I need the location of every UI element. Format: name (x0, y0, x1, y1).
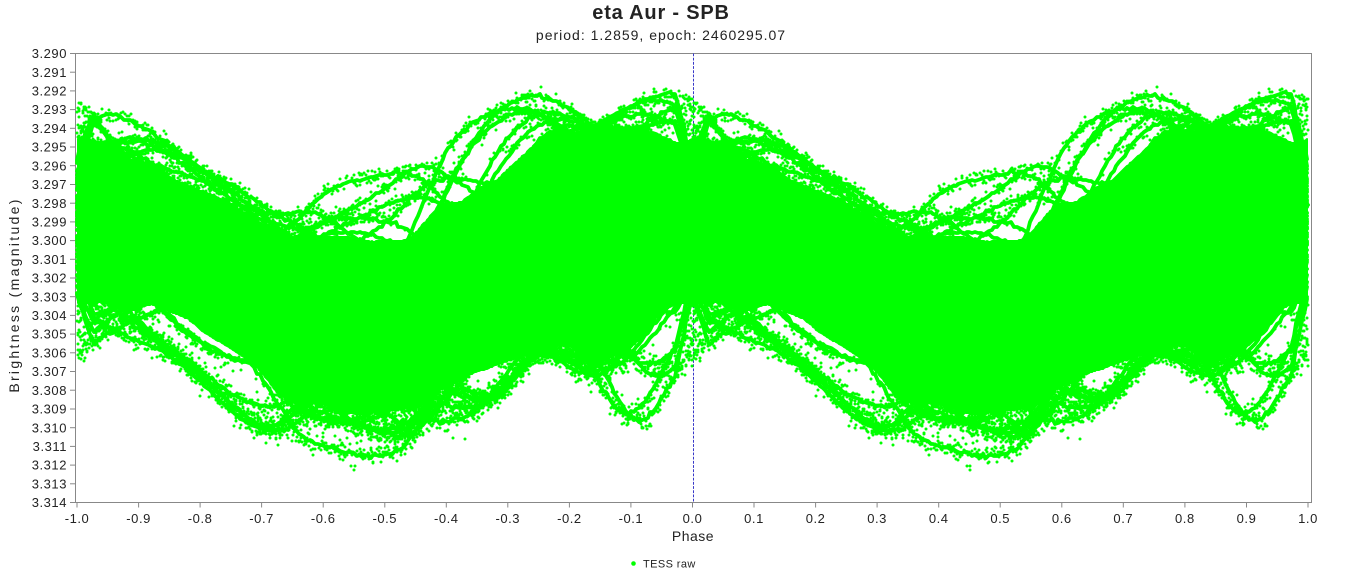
svg-text:0.4: 0.4 (929, 511, 949, 526)
svg-text:3.294: 3.294 (32, 121, 67, 136)
svg-text:-1.0: -1.0 (65, 511, 90, 526)
svg-text:0.7: 0.7 (1113, 511, 1133, 526)
svg-text:3.302: 3.302 (32, 271, 67, 286)
svg-text:3.293: 3.293 (32, 102, 67, 117)
svg-text:3.306: 3.306 (32, 345, 67, 360)
svg-text:3.299: 3.299 (32, 215, 67, 230)
svg-text:3.312: 3.312 (32, 458, 67, 473)
svg-text:TESS raw: TESS raw (643, 559, 696, 571)
svg-text:3.297: 3.297 (32, 177, 67, 192)
svg-text:3.309: 3.309 (32, 402, 67, 417)
svg-text:-0.5: -0.5 (372, 511, 397, 526)
svg-text:3.301: 3.301 (32, 252, 67, 267)
svg-text:3.310: 3.310 (32, 420, 67, 435)
svg-text:Brightness (magnitude): Brightness (magnitude) (6, 197, 22, 392)
svg-text:period: 1.2859, epoch: 2460295: period: 1.2859, epoch: 2460295.07 (536, 27, 786, 43)
svg-text:-0.6: -0.6 (311, 511, 336, 526)
svg-text:Phase: Phase (672, 528, 714, 544)
svg-text:3.313: 3.313 (32, 476, 67, 491)
svg-text:eta Aur - SPB: eta Aur - SPB (592, 2, 729, 24)
svg-text:3.300: 3.300 (32, 233, 67, 248)
svg-text:0.5: 0.5 (990, 511, 1010, 526)
svg-text:1.0: 1.0 (1298, 511, 1318, 526)
svg-text:3.295: 3.295 (32, 140, 67, 155)
svg-text:-0.9: -0.9 (126, 511, 151, 526)
svg-text:3.314: 3.314 (32, 495, 67, 510)
svg-text:3.305: 3.305 (32, 327, 67, 342)
svg-text:0.6: 0.6 (1052, 511, 1072, 526)
svg-text:-0.7: -0.7 (249, 511, 274, 526)
svg-text:-0.2: -0.2 (557, 511, 582, 526)
svg-text:-0.3: -0.3 (495, 511, 520, 526)
svg-text:3.298: 3.298 (32, 196, 67, 211)
svg-text:3.308: 3.308 (32, 383, 67, 398)
svg-text:-0.1: -0.1 (619, 511, 644, 526)
svg-text:3.290: 3.290 (32, 46, 67, 61)
svg-text:3.292: 3.292 (32, 84, 67, 99)
svg-text:3.296: 3.296 (32, 158, 67, 173)
svg-text:3.307: 3.307 (32, 364, 67, 379)
svg-text:3.303: 3.303 (32, 289, 67, 304)
svg-text:3.291: 3.291 (32, 65, 67, 80)
svg-text:3.304: 3.304 (32, 308, 67, 323)
svg-text:0.1: 0.1 (744, 511, 764, 526)
svg-text:0.3: 0.3 (867, 511, 887, 526)
svg-text:0.2: 0.2 (806, 511, 826, 526)
svg-text:0.9: 0.9 (1237, 511, 1257, 526)
svg-text:-0.8: -0.8 (188, 511, 213, 526)
svg-text:-0.4: -0.4 (434, 511, 459, 526)
svg-text:0.0: 0.0 (683, 511, 703, 526)
svg-text:3.311: 3.311 (33, 439, 67, 454)
svg-text:0.8: 0.8 (1175, 511, 1195, 526)
